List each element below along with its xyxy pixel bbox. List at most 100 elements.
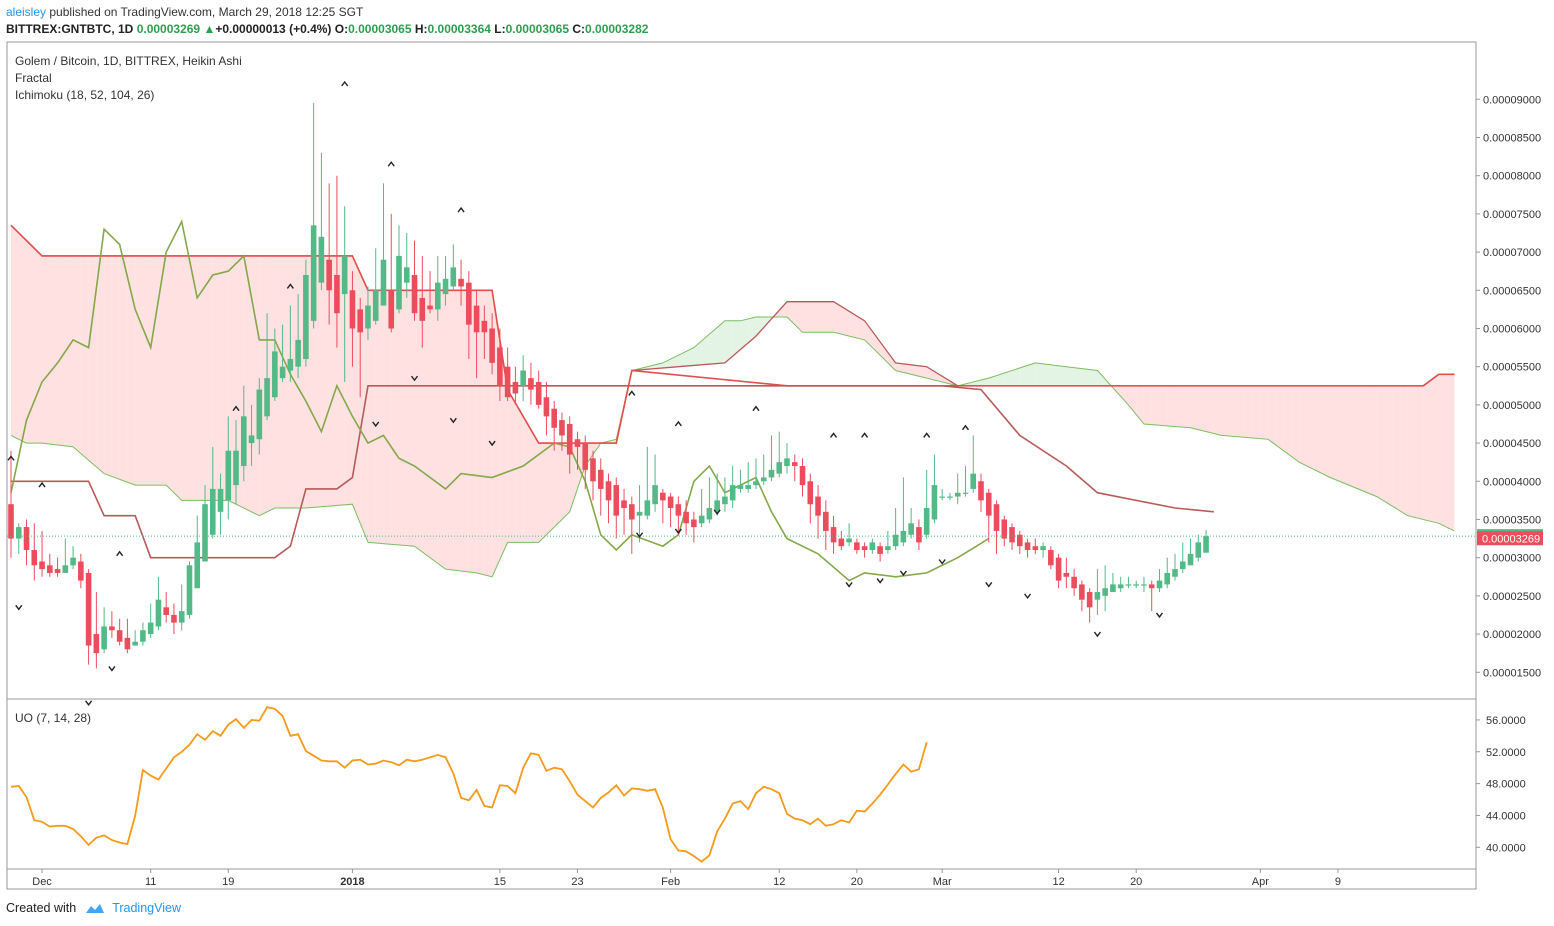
candle-body [799, 465, 806, 486]
candle-body [667, 496, 674, 509]
cloud-segment [57, 255, 66, 446]
candle-body [644, 500, 651, 516]
cloud-segment [934, 371, 943, 382]
cloud-segment [515, 402, 524, 543]
candle-body [1017, 534, 1023, 547]
chart-canvas[interactable]: 0.00009000 0.00008500 0.00008000 0.00007500… [0, 0, 1554, 900]
kijun-sen [10, 224, 1455, 444]
candle-body [481, 320, 488, 333]
cloud-segment [1081, 368, 1090, 386]
time-axis[interactable]: Dec 11 19 2018 15 23 Feb 12 20 Mar 12 20 Apr 9 [32, 869, 1341, 888]
cloud-segment [802, 301, 811, 333]
candle-body [613, 485, 620, 516]
candle-body [528, 378, 534, 390]
cloud-segment [655, 362, 663, 369]
tradingview-link[interactable]: TradingView [112, 901, 181, 915]
candle-body [1094, 592, 1101, 600]
candle-body [1040, 546, 1046, 551]
cloud-segment [1066, 366, 1075, 386]
cloud-segment [1415, 385, 1424, 520]
cloud-segment [1400, 385, 1408, 516]
legend-title: Golem / Bitcoin, 1D, BITTREX, Heikin Ash… [15, 54, 242, 68]
candle-body [1195, 542, 1202, 558]
fractal-up-marker [387, 161, 395, 167]
author-link[interactable]: aleisley [6, 5, 47, 19]
cloud-segment [80, 255, 89, 461]
cloud-segment [523, 416, 531, 543]
cloud-segment [104, 255, 112, 477]
candle-body [636, 511, 643, 516]
candle-body [497, 347, 503, 386]
fractal-up-marker [116, 550, 124, 557]
fractal-up-marker [457, 206, 465, 213]
candle-body [838, 538, 845, 547]
candle-body [908, 523, 914, 535]
candle-body [442, 278, 449, 295]
candle-body [768, 469, 775, 478]
candle-body [427, 305, 433, 310]
cloud-segment [1120, 385, 1129, 405]
fractal-up-marker [232, 405, 240, 412]
ichimoku-cloud [11, 225, 1455, 577]
cloud-segment [1330, 385, 1338, 481]
cloud-segment [414, 290, 423, 552]
up-arrow-icon: ▲ [203, 22, 216, 36]
candle-body [1024, 542, 1031, 551]
cloud-segment [453, 290, 462, 572]
cloud-segment [135, 255, 143, 486]
candle-body [287, 359, 294, 371]
fractal-down-marker [108, 666, 116, 672]
fractal-up-marker [286, 283, 294, 289]
candle-body [791, 462, 798, 466]
price-axis-tick-label: 0.00005500 [1483, 362, 1541, 374]
candle-body [47, 565, 53, 573]
cloud-segment [437, 290, 446, 570]
cloud-segment [476, 290, 485, 575]
candle-body [892, 534, 899, 547]
cloud-segment [1438, 374, 1447, 528]
price-axis-tick-label: 0.00002500 [1483, 591, 1541, 603]
candle-body [1048, 550, 1054, 566]
fractal-down-marker [1093, 631, 1101, 638]
price-axis-tick-label: 0.00008500 [1483, 132, 1541, 144]
cloud-segment [468, 290, 477, 573]
cloud-segment [1198, 385, 1207, 432]
candle-body [714, 500, 720, 512]
cloud-segment [321, 255, 330, 507]
candle-body [760, 477, 767, 482]
candle-body [1110, 584, 1116, 593]
cloud-segment [880, 341, 888, 363]
last-price: 0.00003269 [136, 22, 201, 36]
candle-body [458, 278, 464, 287]
candle-body [691, 519, 697, 528]
cloud-segment [166, 255, 174, 493]
cloud-segment [1182, 385, 1191, 428]
cloud-segment [1244, 385, 1253, 438]
cloud-segment [42, 255, 50, 445]
candle-body [1179, 561, 1186, 570]
price-axis[interactable]: 0.00009000 0.00008500 0.00008000 0.00007500… [1476, 94, 1543, 854]
candle-body [1164, 572, 1171, 585]
cloud-segment [1260, 385, 1269, 440]
cloud-segment [1275, 385, 1284, 451]
fractal-down-marker [674, 528, 682, 535]
cloud-segment [1143, 385, 1152, 425]
candle-body [264, 378, 270, 417]
candle-body [854, 542, 860, 551]
candle-body [241, 416, 247, 466]
cloud-segment [127, 255, 136, 486]
fractal-up-marker [341, 80, 349, 87]
time-axis-tick-label: 20 [1130, 876, 1142, 888]
candle-body [1086, 592, 1093, 608]
cloud-segment [996, 373, 1005, 386]
fractal-down-marker [713, 509, 721, 515]
candle-body [1079, 584, 1085, 600]
cloud-segment [150, 255, 159, 486]
candle-body [349, 290, 356, 329]
cloud-segment [1213, 385, 1222, 436]
cloud-segment [383, 290, 392, 545]
candle-body [54, 569, 61, 573]
cloud-segment [1322, 385, 1331, 478]
cloud-segment [554, 443, 562, 528]
candle-body [1102, 588, 1108, 596]
